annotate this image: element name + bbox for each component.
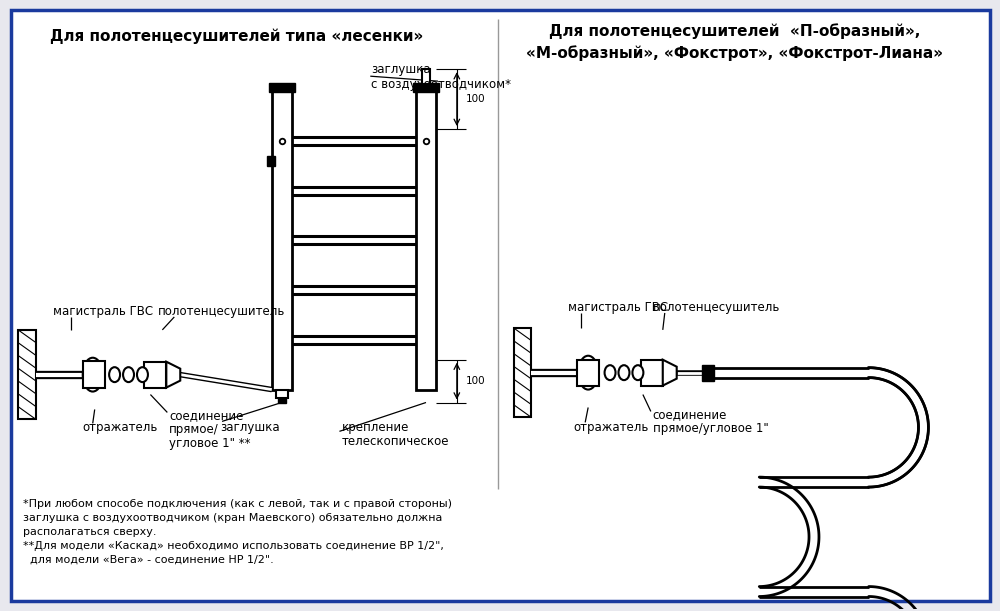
Text: Для полотенцесушителей  «П-образный»,: Для полотенцесушителей «П-образный», [549, 24, 920, 39]
Ellipse shape [605, 365, 616, 380]
Polygon shape [663, 360, 677, 386]
Text: отражатель: отражатель [83, 421, 158, 434]
Text: соединение: соединение [169, 409, 244, 422]
Bar [272, 91, 292, 390]
Bar [83, 360, 105, 387]
Bar [144, 362, 166, 387]
Text: прямое/: прямое/ [169, 423, 219, 436]
Text: заглушка: заглушка [220, 421, 280, 434]
Text: телескопическое: телескопическое [341, 435, 449, 448]
Bar [18, 330, 36, 419]
Bar [276, 390, 288, 398]
Text: заглушка: заглушка [371, 63, 431, 76]
Ellipse shape [123, 367, 134, 382]
Bar [413, 83, 439, 92]
Text: Для полотенцесушителей типа «лесенки»: Для полотенцесушителей типа «лесенки» [50, 29, 424, 44]
Ellipse shape [83, 357, 103, 392]
Text: **Для модели «Каскад» необходимо использовать соединение ВР 1/2",: **Для модели «Каскад» необходимо использ… [23, 541, 444, 551]
Text: магистраль ГВС: магистраль ГВС [568, 301, 668, 315]
Ellipse shape [578, 356, 598, 390]
Text: крепление: крепление [341, 421, 409, 434]
Text: «М-образный», «Фокстрот», «Фокстрот-Лиана»: «М-образный», «Фокстрот», «Фокстрот-Лиан… [526, 45, 943, 61]
Bar [416, 91, 436, 390]
Bar [422, 69, 430, 84]
Text: с воздухоотводчиком*: с воздухоотводчиком* [371, 78, 511, 90]
Bar [267, 156, 275, 166]
Text: соединение: соединение [653, 408, 727, 421]
Ellipse shape [137, 367, 148, 382]
Ellipse shape [109, 367, 120, 382]
Ellipse shape [632, 365, 643, 380]
Bar [278, 398, 286, 403]
Bar [269, 83, 295, 92]
Text: полотенцесушитель: полотенцесушитель [653, 301, 780, 315]
Text: угловое 1" **: угловое 1" ** [169, 437, 251, 450]
Bar [702, 365, 714, 381]
Text: магистраль ГВС: магистраль ГВС [53, 306, 153, 318]
Text: 100: 100 [466, 94, 485, 104]
Text: отражатель: отражатель [573, 421, 649, 434]
Text: располагаться сверху.: располагаться сверху. [23, 527, 157, 537]
Polygon shape [166, 362, 180, 387]
Text: прямое/угловое 1": прямое/угловое 1" [653, 422, 769, 435]
Ellipse shape [619, 365, 629, 380]
Bar [514, 328, 531, 417]
Text: для модели «Вега» - соединение НР 1/2".: для модели «Вега» - соединение НР 1/2". [23, 555, 274, 565]
Bar [577, 360, 599, 386]
Text: полотенцесушитель: полотенцесушитель [157, 306, 285, 318]
Bar [641, 360, 663, 386]
Text: *При любом способе подключения (как с левой, так и с правой стороны): *При любом способе подключения (как с ле… [23, 499, 452, 509]
Text: заглушка с воздухоотводчиком (кран Маевского) обязательно должна: заглушка с воздухоотводчиком (кран Маевс… [23, 513, 442, 523]
FancyBboxPatch shape [11, 10, 990, 601]
Text: 100: 100 [466, 376, 485, 386]
